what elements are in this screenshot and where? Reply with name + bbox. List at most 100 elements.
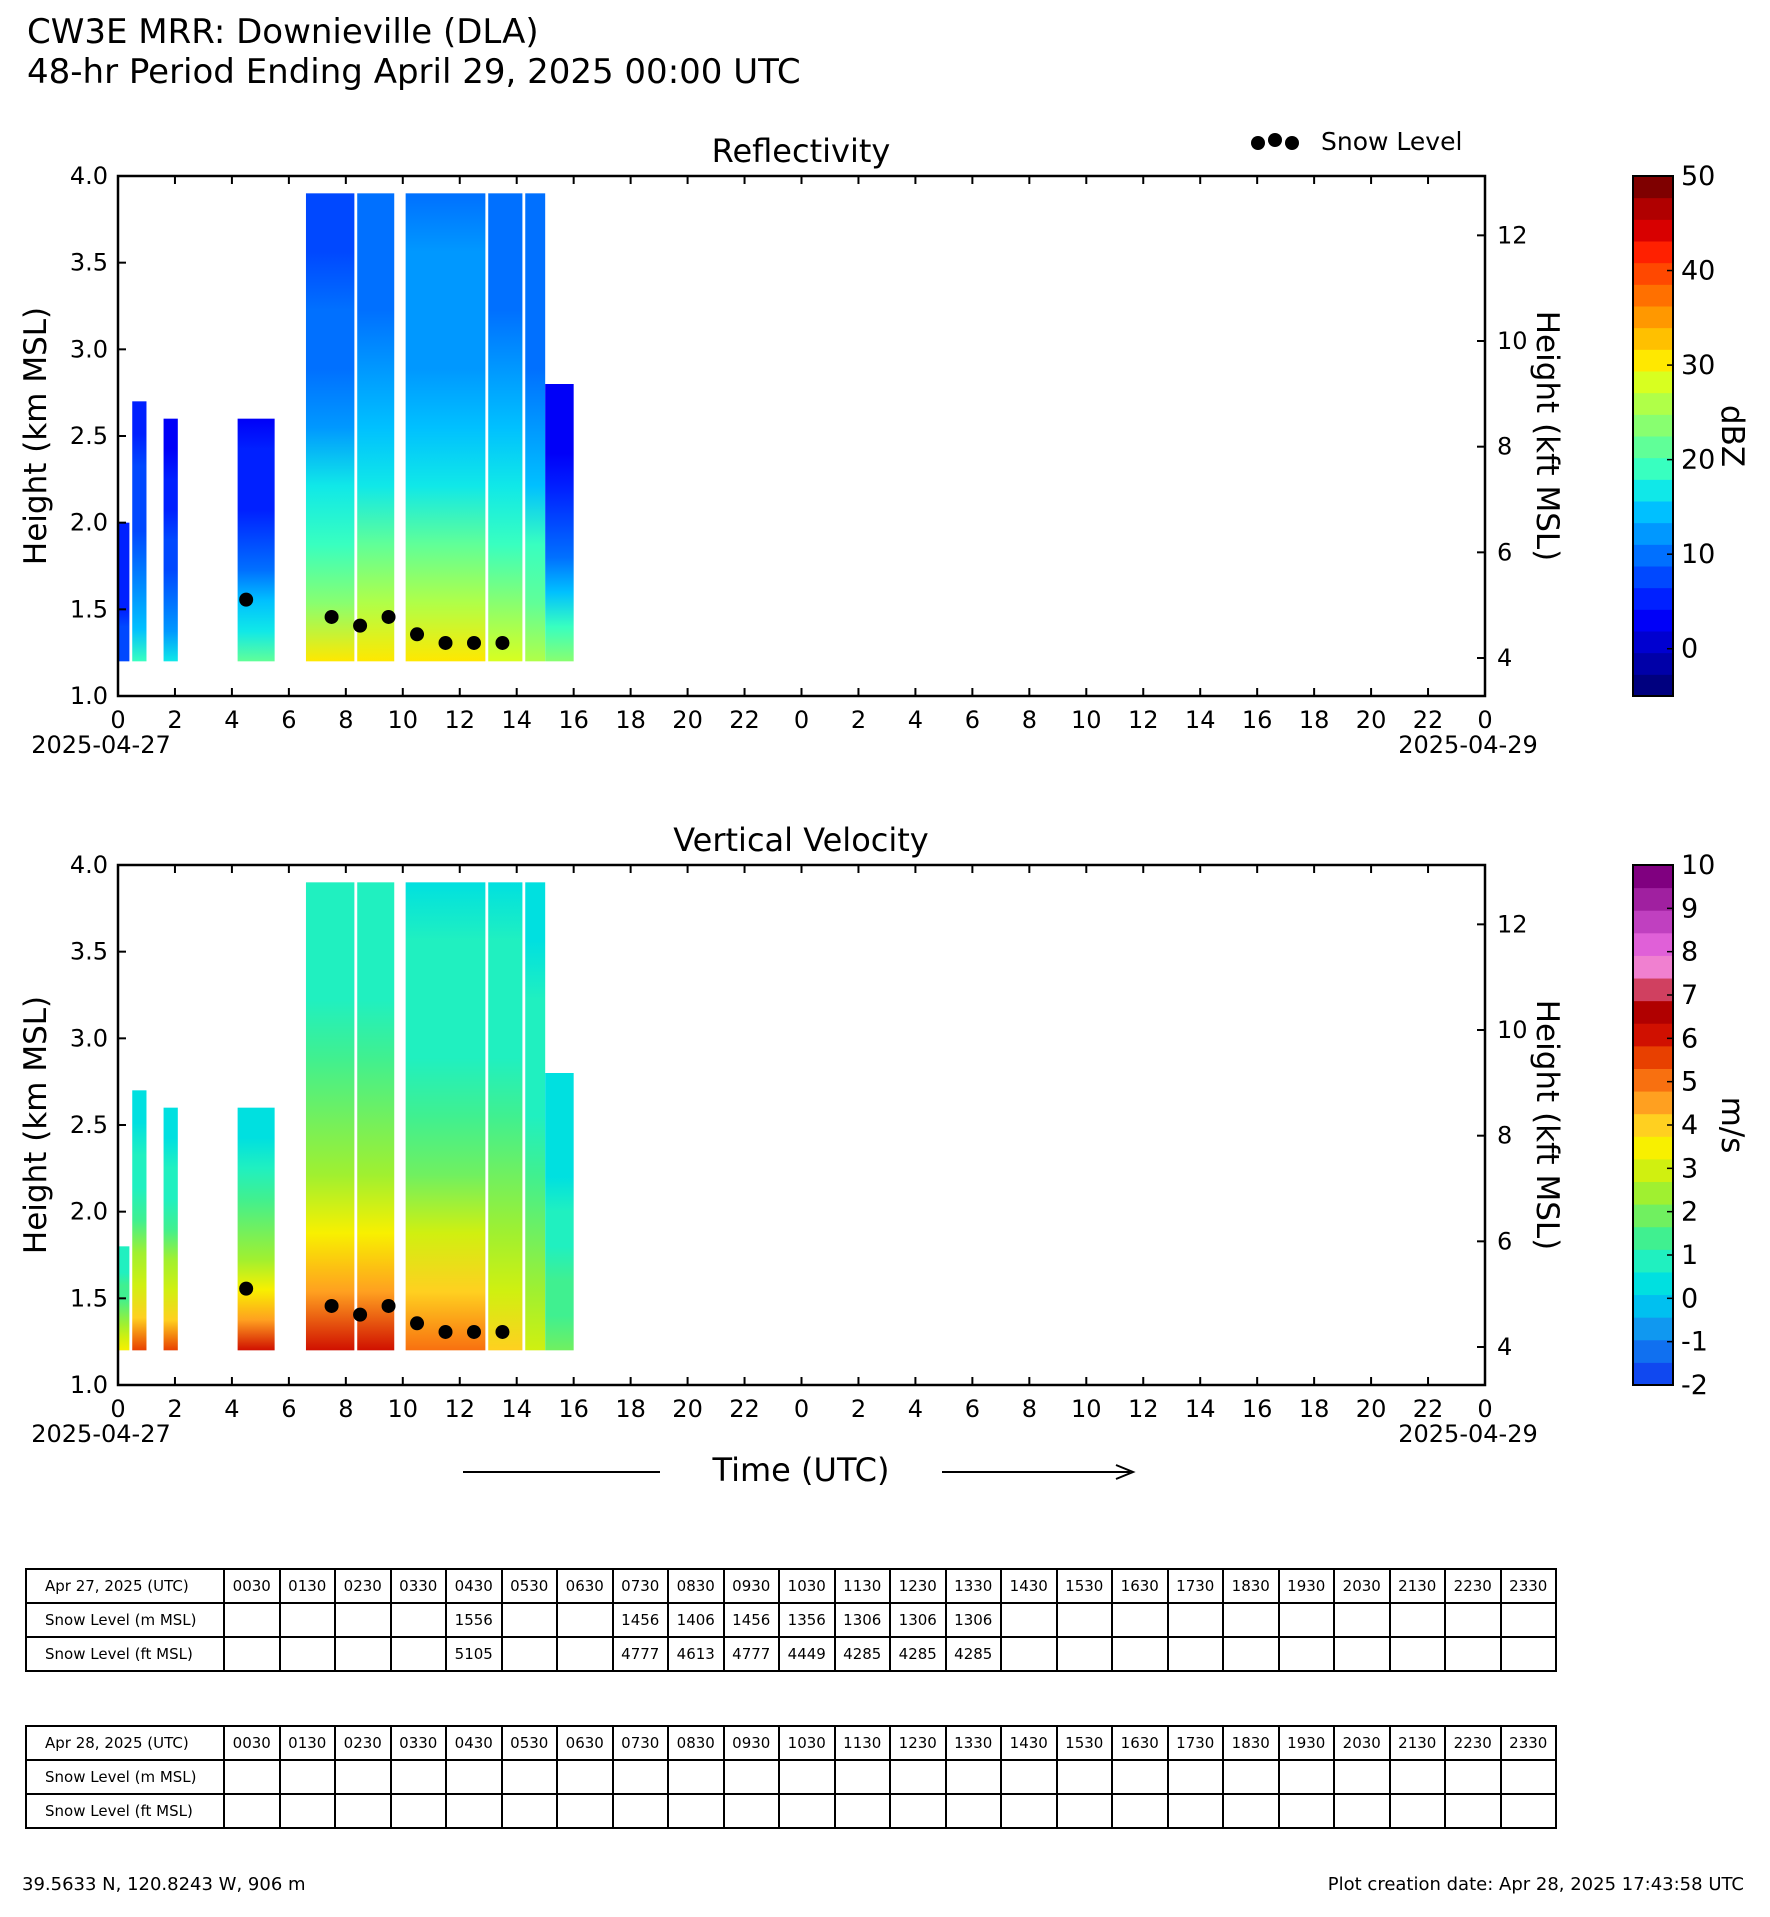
colorbar-segment	[1633, 327, 1673, 350]
table-row-times: Apr 27, 2025 (UTC) 0030 0130 0230 0330 0…	[25, 1568, 1557, 1604]
panel-title: Reflectivity	[712, 132, 891, 170]
table-cell	[1388, 1759, 1446, 1795]
colorbar-segment	[1633, 1023, 1673, 1047]
x-tick-label: 0	[110, 706, 125, 734]
colorbar-segment	[1633, 544, 1673, 567]
table-cell: 1456	[611, 1602, 669, 1638]
colorbar-segment	[1633, 1181, 1673, 1205]
table-cell: 1230	[889, 1568, 947, 1604]
table-cell	[1222, 1759, 1280, 1795]
x-tick-label: 20	[672, 706, 703, 734]
colorbar-tick-label: 4	[1681, 1110, 1698, 1141]
table-cell	[223, 1793, 281, 1829]
x-tick-label: 6	[281, 1395, 296, 1423]
y-tick-label: 4.0	[70, 162, 108, 190]
y-axis-right: 4 6 8 10 12	[1477, 221, 1528, 672]
colorbar-tick-label: 0	[1681, 1283, 1698, 1314]
x-tick-label: 4	[908, 1395, 923, 1423]
table-cell: 0630	[556, 1725, 614, 1761]
x-tick-label: 14	[1185, 706, 1216, 734]
table-cell	[556, 1793, 614, 1829]
end-date-label: 2025-04-29	[1398, 1420, 1537, 1448]
y2-tick-label: 8	[1497, 433, 1512, 461]
table-cell: 1030	[778, 1568, 836, 1604]
table-cell: 1406	[667, 1602, 725, 1638]
colorbar-segment	[1633, 910, 1673, 934]
table-cell	[1000, 1759, 1058, 1795]
echo-column	[545, 1073, 574, 1351]
table-cell	[1444, 1759, 1502, 1795]
table-cell	[278, 1759, 336, 1795]
table-cell: 0830	[667, 1568, 725, 1604]
colorbar-segment	[1633, 1091, 1673, 1115]
x-tick-label: 8	[338, 1395, 353, 1423]
table-cell	[1444, 1636, 1502, 1672]
x-tick-label: 14	[501, 706, 532, 734]
y-tick-label: 4.0	[70, 851, 108, 879]
colorbar-segment	[1633, 566, 1673, 589]
table-cell	[223, 1636, 281, 1672]
y-tick-label: 2.0	[70, 509, 108, 537]
colorbar-segment	[1633, 522, 1673, 545]
table-cell	[556, 1636, 614, 1672]
colorbar-segment	[1633, 306, 1673, 329]
station-location: 39.5633 N, 120.8243 W, 906 m	[22, 1874, 306, 1895]
table-cell: 0430	[445, 1725, 503, 1761]
table-cell	[1333, 1793, 1391, 1829]
y2-axis-label: Height (kft MSL)	[1529, 1000, 1565, 1251]
page-subtitle: 48-hr Period Ending April 29, 2025 00:00…	[27, 52, 801, 92]
y-axis-label: Height (km MSL)	[18, 307, 54, 565]
x-tick-label: 12	[444, 1395, 475, 1423]
table-date-label: Apr 27, 2025 (UTC)	[25, 1568, 225, 1604]
table-cell: 4285	[944, 1636, 1002, 1672]
table-cell	[1166, 1636, 1224, 1672]
table-cell	[833, 1759, 891, 1795]
colorbar-segment	[1633, 1068, 1673, 1092]
x-tick-label: 6	[281, 706, 296, 734]
snow-level-dot	[410, 627, 425, 642]
x-tick-label: 8	[338, 706, 353, 734]
colorbar-segment	[1633, 414, 1673, 437]
snow-level-dot	[381, 1298, 396, 1313]
page-title: CW3E MRR: Downieville (DLA)	[27, 12, 539, 52]
table-cell: 2130	[1388, 1725, 1446, 1761]
table-cell	[223, 1759, 281, 1795]
table-cell: 1456	[722, 1602, 780, 1638]
colorbar-tick-label: -1	[1681, 1327, 1708, 1358]
y2-axis-label: Height (kft MSL)	[1529, 311, 1565, 562]
table-cell	[1055, 1793, 1113, 1829]
echo-column	[237, 418, 275, 662]
table-cell	[1444, 1602, 1502, 1638]
x-tick-label: 4	[908, 706, 923, 734]
x-tick-label: 4	[224, 1395, 239, 1423]
table-cell: 1630	[1111, 1725, 1169, 1761]
table-cell	[500, 1793, 558, 1829]
colorbar-segment	[1633, 392, 1673, 415]
table-cell: 1730	[1166, 1725, 1224, 1761]
x-tick-label: 18	[1299, 706, 1330, 734]
table-cell	[944, 1793, 1002, 1829]
colorbar-segment	[1633, 176, 1673, 199]
table-cell: 2330	[1499, 1725, 1557, 1761]
x-tick-label: 10	[388, 706, 419, 734]
table-cell: 1730	[1166, 1568, 1224, 1604]
y2-tick-label: 8	[1497, 1122, 1512, 1150]
velocity-echo-field	[118, 882, 574, 1351]
table-date-label: Apr 28, 2025 (UTC)	[25, 1725, 225, 1761]
snow-level-dot	[324, 609, 339, 624]
colorbar-segment	[1633, 652, 1673, 675]
x-tick-label: 20	[672, 1395, 703, 1423]
start-date-label: 2025-04-27	[31, 731, 170, 759]
table-cell: 1530	[1055, 1568, 1113, 1604]
table-row-meters: Snow Level (m MSL)	[25, 1759, 1557, 1795]
echo-column	[545, 384, 574, 662]
velocity-colorbar: -2 -1 0 1 2 3 4 5 6 7 8 9 10	[1632, 850, 1715, 1401]
echo-column	[163, 1107, 178, 1351]
table-cell: 4777	[722, 1636, 780, 1672]
table-cell	[1388, 1602, 1446, 1638]
table-row-label: Snow Level (m MSL)	[25, 1759, 225, 1795]
y-tick-label: 3.5	[70, 249, 108, 277]
y-tick-label: 3.0	[70, 1024, 108, 1052]
colorbar-segment	[1633, 1113, 1673, 1137]
table-cell	[334, 1793, 392, 1829]
